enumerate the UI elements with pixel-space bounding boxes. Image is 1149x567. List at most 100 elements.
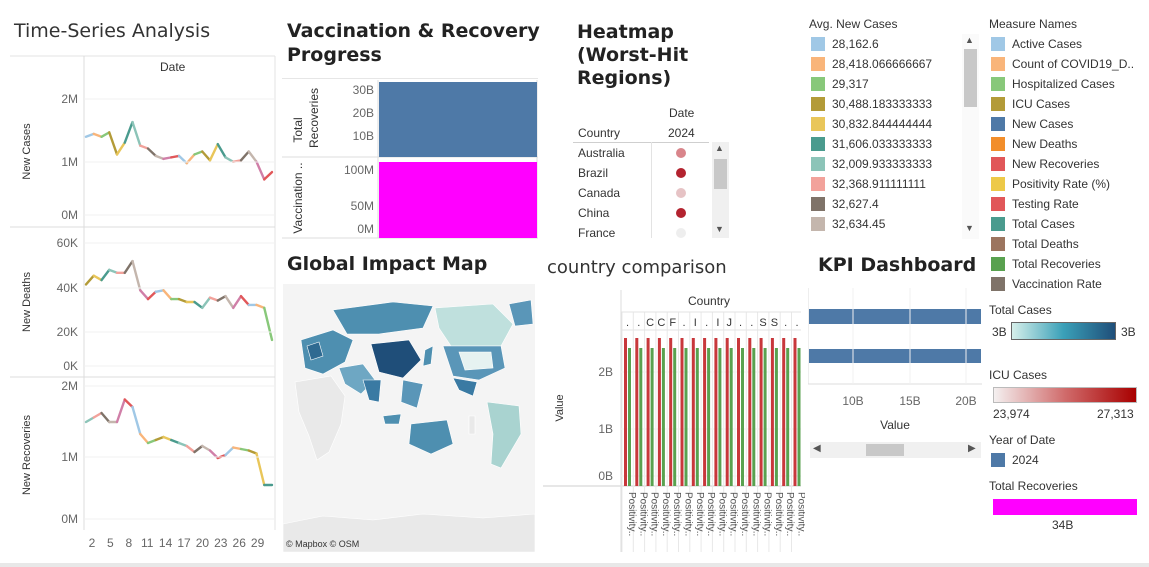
scroll-up-icon[interactable]: ▲: [965, 35, 974, 45]
timeseries-line-segment: [232, 446, 243, 451]
comparison-bar-green[interactable]: [650, 348, 654, 486]
measure-names-item[interactable]: Total Cases: [991, 214, 1075, 234]
timeseries-line-segment: [123, 398, 134, 409]
avg-new-cases-item[interactable]: 32,009.933333333: [811, 154, 932, 174]
measure-names-item[interactable]: Positivity Rate (%): [991, 174, 1110, 194]
comparison-bar-red[interactable]: [714, 338, 718, 486]
legend-label: 32,009.933333333: [832, 157, 933, 171]
comparison-country-header: F: [669, 317, 676, 329]
comparison-bar-green[interactable]: [729, 348, 733, 486]
comparison-bar-red[interactable]: [624, 338, 627, 486]
measure-names-item[interactable]: Hospitalized Cases: [991, 74, 1115, 94]
heatmap-dot[interactable]: [676, 188, 686, 198]
timeseries-line-segment: [216, 142, 227, 159]
global-impact-map[interactable]: © Mapbox © OSM: [283, 284, 535, 552]
scroll-up-icon[interactable]: ▲: [715, 143, 724, 153]
comparison-bar-green[interactable]: [684, 348, 688, 486]
scroll-down-icon[interactable]: ▼: [715, 224, 724, 234]
comparison-bar-green[interactable]: [774, 348, 778, 486]
timeseries-line-segment: [162, 156, 173, 161]
measure-names-item[interactable]: Active Cases: [991, 34, 1082, 54]
comparison-bar-red[interactable]: [646, 338, 650, 486]
avg-new-cases-item[interactable]: 28,162.6: [811, 34, 879, 54]
scroll-right-icon[interactable]: ▶: [968, 443, 976, 454]
timeseries-line-segment: [92, 132, 103, 139]
heatmap-row[interactable]: Australia: [573, 143, 709, 163]
legend-swatch: [991, 217, 1005, 231]
comparison-bar-red[interactable]: [703, 338, 707, 486]
comparison-bar-red[interactable]: [737, 338, 740, 486]
comparison-bar-green[interactable]: [752, 348, 756, 486]
measure-names-item[interactable]: Count of COVID19_D..: [991, 54, 1134, 74]
kpi-horizontal-scrollbar[interactable]: ◀ ▶: [810, 442, 981, 458]
heatmap-dot[interactable]: [676, 148, 686, 158]
comparison-bar-red[interactable]: [657, 338, 661, 486]
comparison-bar-green[interactable]: [718, 348, 722, 486]
avg-new-cases-item[interactable]: 30,832.844444444: [811, 114, 932, 134]
legend-label: 32,627.4: [832, 197, 879, 211]
heatmap-scrollbar[interactable]: ▲ ▼: [712, 142, 729, 238]
avg-new-cases-item[interactable]: 28,418.066666667: [811, 54, 932, 74]
vaccination-bar[interactable]: [379, 162, 537, 238]
kpi-chart[interactable]: 10B 15B 20B Value: [808, 288, 984, 438]
comparison-bar-green[interactable]: [673, 348, 677, 486]
comparison-bar-red[interactable]: [759, 338, 763, 486]
kpi-bar-1[interactable]: [809, 309, 981, 324]
heatmap-row[interactable]: China: [573, 203, 709, 223]
comparison-bar-green[interactable]: [763, 348, 767, 486]
avg-new-cases-item[interactable]: 32,368.911111111: [811, 174, 926, 194]
kpi-bar-2[interactable]: [809, 349, 981, 363]
avg-new-cases-item[interactable]: 29,317: [811, 74, 869, 94]
scroll-left-icon[interactable]: ◀: [813, 443, 821, 454]
comparison-bar-green[interactable]: [695, 348, 699, 486]
comparison-bar-red[interactable]: [793, 338, 797, 486]
measure-names-legend[interactable]: Active Cases Count of COVID19_D.. Hospital…: [991, 34, 1146, 296]
comparison-bar-green[interactable]: [707, 348, 711, 486]
comparison-bar-green[interactable]: [786, 348, 790, 486]
comparison-bar-red[interactable]: [770, 338, 774, 486]
heatmap-dot[interactable]: [676, 208, 686, 218]
heatmap-row[interactable]: Brazil: [573, 163, 709, 183]
measure-names-item[interactable]: New Deaths: [991, 134, 1077, 154]
comparison-bar-red[interactable]: [680, 338, 684, 486]
timeseries-line-segment: [154, 289, 165, 293]
comparison-bar-green[interactable]: [797, 348, 801, 486]
scroll-down-icon[interactable]: ▼: [965, 223, 974, 233]
comparison-bar-red[interactable]: [748, 338, 752, 486]
comparison-bar-red[interactable]: [669, 338, 673, 486]
avg-new-cases-item[interactable]: 30,488.183333333: [811, 94, 932, 114]
comparison-bar-red[interactable]: [691, 338, 695, 486]
comparison-bar-red[interactable]: [635, 338, 639, 486]
heatmap-dot[interactable]: [676, 228, 686, 238]
avg-new-cases-legend[interactable]: 28,162.6 28,418.066666667 29,317 30,488.183…: [811, 34, 961, 240]
measure-names-item[interactable]: Testing Rate: [991, 194, 1079, 214]
timeseries-x-tick: 17: [177, 536, 191, 550]
measure-names-item[interactable]: New Cases: [991, 114, 1073, 134]
avg-legend-scrollbar[interactable]: ▲ ▼: [962, 34, 979, 239]
heatmap-dot[interactable]: [676, 168, 686, 178]
avg-new-cases-item[interactable]: 32,627.4: [811, 194, 879, 214]
measure-names-item[interactable]: ICU Cases: [991, 94, 1070, 114]
measure-names-item[interactable]: Vaccination Rate: [991, 274, 1102, 294]
comparison-bar-red[interactable]: [782, 338, 786, 486]
comparison-bar-green[interactable]: [741, 348, 744, 486]
measure-names-item[interactable]: Total Recoveries: [991, 254, 1101, 274]
comparison-bar-green[interactable]: [661, 348, 665, 486]
avg-new-cases-item[interactable]: 31,606.033333333: [811, 134, 932, 154]
comparison-bar-green[interactable]: [639, 348, 643, 486]
heatmap-row[interactable]: France: [573, 223, 709, 238]
heatmap-table[interactable]: Australia Brazil Canada China France: [573, 143, 709, 238]
year-legend-item[interactable]: 2024: [991, 450, 1039, 470]
total-recoveries-bar[interactable]: [379, 82, 537, 157]
comparison-bar-green[interactable]: [628, 348, 631, 486]
comparison-bar-red[interactable]: [725, 338, 729, 486]
vaccination-chart[interactable]: Total Recoveries Vaccination .. 30B 20B 10…: [282, 78, 540, 242]
legend-swatch: [991, 157, 1005, 171]
total-recoveries-legend-title: Total Recoveries: [989, 479, 1078, 493]
measure-names-item[interactable]: New Recoveries: [991, 154, 1099, 174]
timeseries-chart[interactable]: 2M 1M 0M New Cases 60K 40K 20K 0K New Deaths 2M 1M…: [0, 50, 278, 555]
avg-new-cases-item[interactable]: 32,634.45: [811, 214, 885, 234]
measure-names-item[interactable]: Total Deaths: [991, 234, 1079, 254]
heatmap-row[interactable]: Canada: [573, 183, 709, 203]
